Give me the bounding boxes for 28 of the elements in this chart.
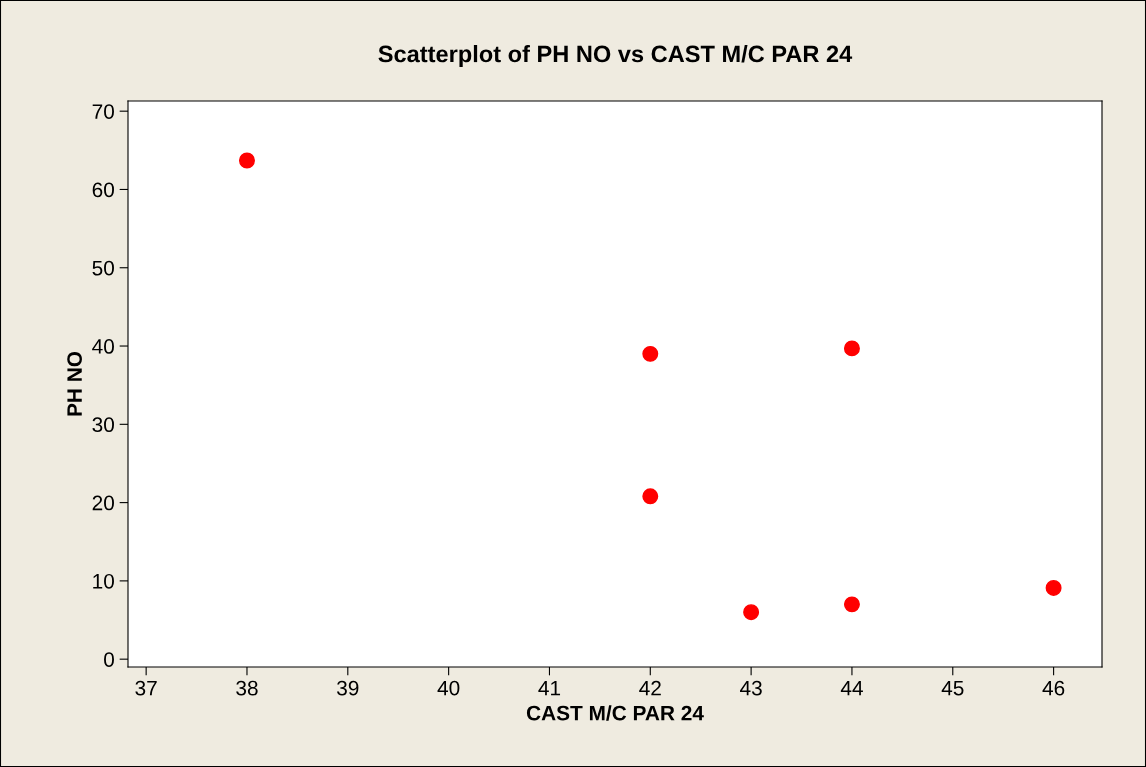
y-tick-label: 50 [92,260,114,276]
point [843,596,860,613]
y-tick-label: 20 [92,495,114,511]
y-tick-label: 60 [92,182,114,198]
x-tick-label: 39 [337,680,359,696]
y-axis-title: PH NO [67,351,82,416]
x-tick-label: 40 [437,680,460,696]
y-tick-label: 30 [92,417,114,433]
x-tick-label: 38 [236,680,258,696]
point [843,340,860,357]
x-tick-label: 45 [941,680,964,696]
x-tick-label: 43 [740,680,762,696]
point [642,345,659,362]
point [743,604,760,621]
x-tick-label: 44 [840,680,863,696]
point [238,152,255,169]
point [642,488,659,505]
point [1045,579,1062,596]
x-tick-label: 42 [639,680,661,696]
x-tick-label: 37 [135,680,157,696]
y-tick-label: 10 [93,573,114,589]
x-tick-label: 46 [1042,680,1065,696]
y-tick-label: 70 [92,104,114,119]
x-axis-title: CAST M/C PAR 24 [526,705,704,721]
y-tick-label: 0 [104,652,114,667]
y-tick-label: 40 [92,339,114,354]
x-tick-label: 41 [538,680,561,696]
chart-title: Scatterplot of PH NO vs CAST M/C PAR 24 [378,45,853,68]
